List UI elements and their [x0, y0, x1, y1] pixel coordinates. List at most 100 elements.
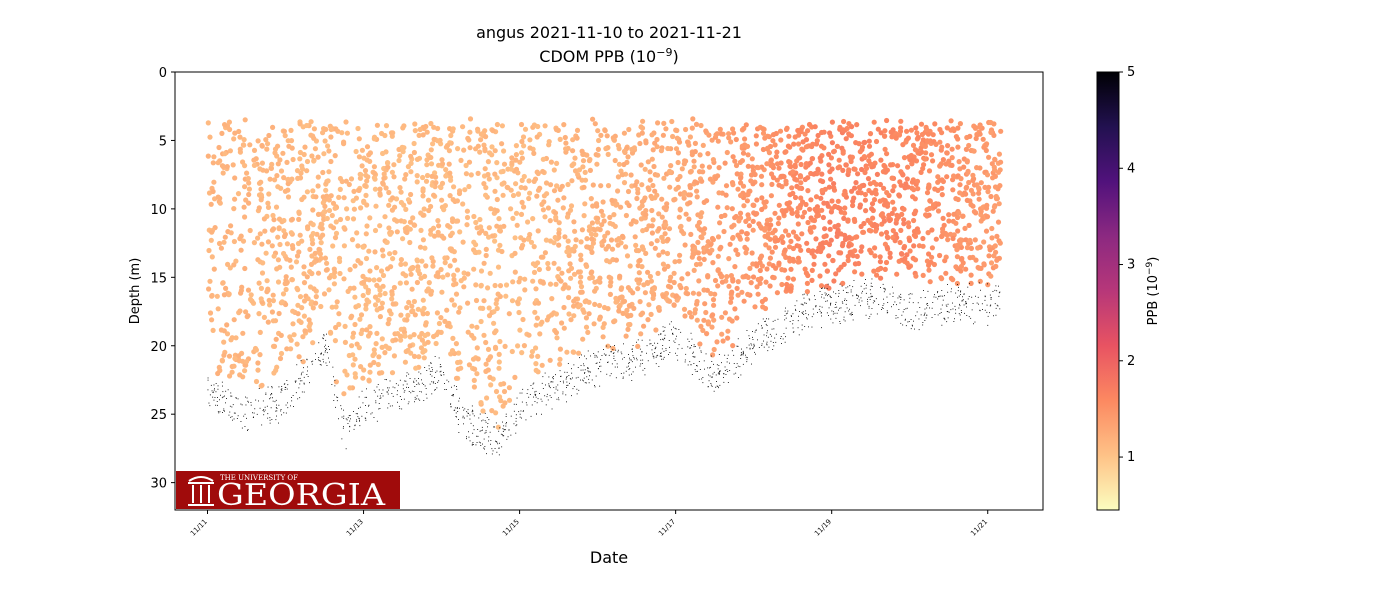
cdom-point	[572, 155, 578, 161]
bottom-depth-point	[693, 346, 695, 348]
bottom-depth-point	[264, 406, 266, 408]
cdom-point	[485, 285, 491, 291]
cdom-point	[341, 391, 347, 397]
cdom-point	[464, 214, 471, 221]
bottom-depth-point	[406, 375, 407, 377]
bottom-depth-point	[653, 357, 655, 359]
bottom-depth-point	[271, 386, 273, 387]
cdom-point	[366, 152, 372, 158]
bottom-depth-point	[822, 287, 824, 289]
bottom-depth-point	[432, 369, 433, 371]
bottom-depth-point	[979, 310, 981, 312]
cdom-point	[792, 194, 799, 201]
cdom-point	[843, 162, 849, 168]
bottom-depth-point	[664, 326, 666, 328]
cdom-point	[971, 148, 977, 154]
cdom-point	[434, 310, 440, 316]
cdom-point	[846, 132, 853, 138]
cdom-point	[382, 214, 388, 220]
cdom-point	[494, 305, 500, 312]
bottom-depth-point	[217, 385, 219, 387]
cdom-point	[826, 151, 832, 157]
cdom-point	[679, 166, 685, 172]
bottom-depth-point	[464, 408, 466, 410]
bottom-depth-point	[505, 416, 507, 417]
bottom-depth-point	[725, 374, 727, 375]
bottom-depth-point	[453, 409, 455, 411]
bottom-depth-point	[368, 404, 370, 406]
cdom-point	[238, 290, 244, 296]
cdom-point	[856, 260, 862, 267]
cdom-point	[652, 195, 658, 201]
bottom-depth-point	[998, 292, 1000, 294]
cdom-point	[815, 132, 821, 139]
cdom-point	[923, 150, 929, 156]
bottom-depth-point	[804, 302, 806, 304]
cdom-point	[241, 137, 247, 143]
cdom-point	[854, 253, 860, 259]
cdom-point	[372, 294, 379, 300]
cdom-point	[598, 132, 604, 138]
bottom-depth-point	[692, 352, 694, 354]
cdom-point	[586, 227, 592, 233]
bottom-depth-point	[488, 440, 489, 442]
bottom-depth-point	[660, 356, 662, 357]
cdom-point	[400, 236, 406, 242]
bottom-depth-point	[642, 369, 644, 371]
cdom-point	[954, 280, 961, 287]
cdom-point	[768, 193, 775, 199]
bottom-depth-point	[417, 382, 419, 384]
cdom-point	[238, 247, 244, 253]
cdom-point	[497, 338, 503, 345]
cdom-point	[858, 248, 864, 254]
cdom-point	[356, 136, 362, 142]
cdom-point	[601, 238, 607, 244]
cdom-point	[471, 266, 477, 272]
cdom-point	[944, 150, 950, 156]
bottom-depth-point	[743, 353, 744, 354]
bottom-depth-point	[245, 404, 247, 406]
cdom-point	[260, 260, 266, 266]
cdom-point	[417, 126, 423, 133]
bottom-depth-point	[670, 321, 672, 323]
cdom-point	[991, 204, 998, 210]
cdom-point	[729, 289, 735, 295]
cdom-point	[605, 306, 611, 312]
cdom-point	[758, 253, 765, 259]
cdom-point	[469, 323, 475, 329]
bottom-depth-point	[710, 376, 712, 378]
cdom-point	[295, 175, 301, 181]
bottom-depth-point	[418, 371, 420, 373]
cdom-point	[776, 202, 782, 208]
bottom-depth-point	[808, 326, 809, 328]
cdom-point	[227, 148, 233, 154]
cdom-point	[639, 125, 646, 131]
cdom-point	[794, 213, 801, 219]
bottom-depth-point	[525, 402, 527, 404]
cdom-point	[573, 237, 579, 243]
bottom-depth-point	[984, 296, 986, 298]
cdom-point	[660, 293, 666, 299]
bottom-depth-point	[513, 423, 515, 425]
cdom-point	[371, 134, 378, 140]
cdom-point	[905, 164, 911, 170]
cdom-point	[670, 133, 676, 140]
cdom-point	[571, 313, 577, 319]
bottom-depth-point	[387, 391, 389, 393]
bottom-depth-point	[399, 396, 401, 397]
cdom-point	[963, 237, 969, 243]
cdom-point	[668, 274, 674, 280]
bottom-depth-point	[612, 349, 614, 350]
bottom-depth-point	[999, 291, 1001, 293]
cdom-point	[984, 141, 990, 147]
bottom-depth-point	[349, 426, 351, 428]
cdom-point	[341, 139, 347, 145]
bottom-depth-point	[910, 328, 912, 330]
cdom-point	[473, 282, 479, 288]
cdom-point	[609, 197, 615, 203]
bottom-depth-point	[552, 376, 554, 377]
bottom-depth-point	[482, 419, 484, 421]
cdom-point	[557, 136, 563, 142]
bottom-depth-point	[353, 428, 355, 430]
cdom-point	[556, 242, 562, 248]
